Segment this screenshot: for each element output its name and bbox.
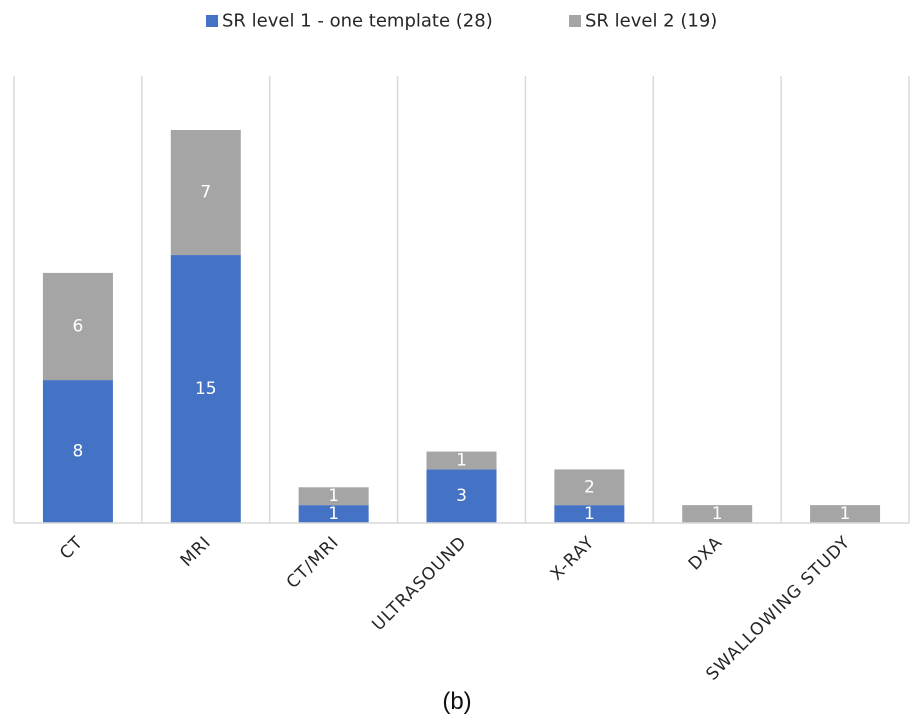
data-label: 1 (328, 486, 339, 506)
data-label: 6 (73, 317, 84, 337)
bar-segment (298, 487, 369, 506)
x-tick-label: CT/MRI (283, 532, 343, 592)
bar-segment (42, 272, 113, 381)
x-tick-label: MRI (177, 532, 216, 571)
data-label: 1 (840, 504, 851, 524)
bar-segment (810, 505, 881, 523)
legend-swatch (569, 15, 581, 27)
data-label: 15 (195, 379, 217, 399)
bar-segment (682, 505, 753, 523)
data-label: 3 (456, 486, 467, 506)
x-tick-label: ULTRASOUND (368, 532, 471, 635)
data-label: 1 (712, 504, 723, 524)
bar-segment (170, 130, 241, 256)
bar-segment (554, 505, 625, 523)
x-tick-label: CT (56, 532, 87, 563)
x-tick-label: SWALLOWING STUDY (702, 532, 854, 684)
bar-segment (298, 505, 369, 523)
data-label: 7 (200, 183, 211, 203)
data-label: 1 (328, 504, 339, 524)
data-label: 2 (584, 477, 595, 497)
data-label: 1 (456, 450, 467, 470)
legend-label: SR level 1 - one template (28) (222, 11, 493, 32)
bar-segment (426, 469, 497, 523)
bar-segment (554, 469, 625, 506)
data-label: 8 (73, 442, 84, 462)
bar-segment (42, 380, 113, 523)
bar-segment (426, 451, 497, 470)
figure-caption: (b) (442, 688, 472, 715)
legend-swatch (206, 15, 218, 27)
legend-label: SR level 2 (19) (585, 11, 717, 32)
data-label: 1 (584, 504, 595, 524)
x-tick-label: DXA (685, 532, 727, 574)
bar-segment (170, 255, 241, 523)
x-tick-label: X-RAY (547, 532, 599, 584)
